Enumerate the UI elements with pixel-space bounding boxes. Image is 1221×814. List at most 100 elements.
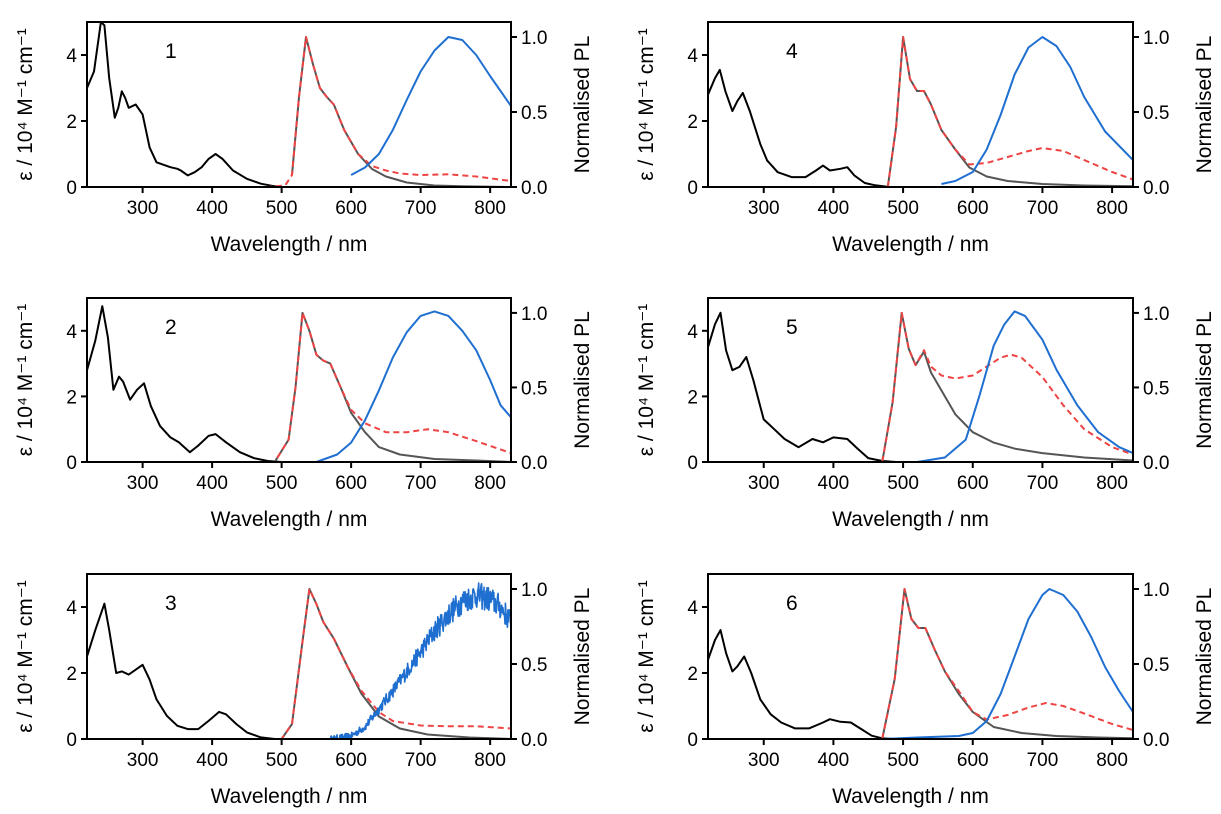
x-tick-label: 400 — [196, 473, 228, 494]
plot-frame — [86, 297, 512, 463]
y-right-tick-label: 0.0 — [1143, 178, 1169, 199]
x-axis-title: Wavelength / nm — [211, 785, 368, 808]
x-tick-label: 800 — [474, 473, 506, 494]
y-left-tick-label: 2 — [687, 112, 698, 133]
panel-6: 300 400 500 600 700 800 0 2 4 0.0 0.5 1.0 Wavelength… — [635, 573, 1216, 808]
y-left-tick-label: 2 — [687, 664, 698, 685]
y-right-tick-label: 1.0 — [521, 580, 547, 601]
y-left-tick-label: 4 — [66, 322, 77, 343]
series-group — [708, 588, 1133, 739]
y-right-tick-label: 0.5 — [521, 655, 547, 676]
y-right-tick-label: 0.5 — [521, 378, 547, 399]
x-tick-label: 300 — [748, 750, 780, 771]
x-tick-label: 400 — [818, 198, 850, 219]
series-group — [87, 582, 511, 739]
y-left-tick-label: 2 — [66, 387, 77, 408]
y-right-axis-title: Normalised PL — [1193, 588, 1216, 726]
y-left-axis-title: ε / 10⁴ M⁻¹ cm⁻¹ — [14, 28, 37, 181]
y-right-tick-label: 1.0 — [1143, 304, 1169, 325]
x-tick-label: 300 — [748, 473, 780, 494]
panel-number: 3 — [165, 592, 177, 615]
x-tick-label: 500 — [887, 750, 919, 771]
series-line-1 — [881, 588, 1133, 739]
x-tick-label: 300 — [127, 473, 159, 494]
series-line-2 — [229, 311, 511, 462]
panel-number: 6 — [786, 592, 798, 615]
y-right-tick-label: 0.5 — [1143, 103, 1169, 124]
x-tick-label: 700 — [405, 750, 437, 771]
x-tick-label: 400 — [196, 198, 228, 219]
series-line-2 — [881, 311, 1133, 462]
panel-2: 300 400 500 600 700 800 0 2 4 0.0 0.5 1.0 Wavelength… — [14, 297, 594, 531]
y-left-tick-label: 4 — [66, 598, 77, 619]
x-tick-label: 700 — [405, 198, 437, 219]
y-left-tick-label: 4 — [66, 46, 77, 67]
series-group — [708, 36, 1133, 187]
x-tick-label: 300 — [127, 198, 159, 219]
x-tick-label: 300 — [748, 198, 780, 219]
x-tick-label: 700 — [1027, 198, 1059, 219]
y-right-axis-title: Normalised PL — [571, 36, 594, 174]
y-left-tick-label: 2 — [66, 112, 77, 133]
y-right-tick-label: 1.0 — [1143, 28, 1169, 49]
series-line-3 — [882, 588, 1133, 739]
x-tick-label: 500 — [887, 473, 919, 494]
x-tick-label: 600 — [957, 473, 989, 494]
x-tick-label: 700 — [1027, 750, 1059, 771]
x-tick-label: 500 — [887, 198, 919, 219]
y-right-tick-label: 1.0 — [521, 28, 547, 49]
panel-number: 1 — [165, 40, 177, 63]
series-group — [87, 22, 511, 187]
series-line-3 — [916, 310, 1133, 462]
series-line-0 — [87, 602, 275, 739]
y-right-tick-label: 0.5 — [1143, 378, 1169, 399]
y-right-tick-label: 0.5 — [1143, 655, 1169, 676]
y-left-axis-title: ε / 10⁴ M⁻¹ cm⁻¹ — [635, 304, 658, 457]
x-axis-title: Wavelength / nm — [832, 508, 989, 531]
series-line-1 — [881, 311, 1133, 462]
series-line-0 — [87, 305, 282, 462]
series-line-2 — [239, 588, 511, 739]
y-left-tick-label: 0 — [66, 178, 77, 199]
y-right-tick-label: 1.0 — [521, 304, 547, 325]
x-tick-label: 700 — [1027, 473, 1059, 494]
series-line-0 — [708, 68, 890, 187]
x-tick-label: 400 — [196, 750, 228, 771]
x-tick-label: 400 — [818, 473, 850, 494]
series-line-2 — [226, 36, 511, 187]
x-tick-label: 800 — [474, 750, 506, 771]
y-right-tick-label: 1.0 — [1143, 580, 1169, 601]
series-line-3 — [941, 36, 1133, 185]
series-group — [708, 310, 1133, 462]
x-axis-title: Wavelength / nm — [832, 233, 989, 256]
x-tick-label: 600 — [335, 750, 367, 771]
y-left-tick-label: 4 — [687, 46, 698, 67]
x-axis-title: Wavelength / nm — [211, 233, 368, 256]
panel-number: 4 — [786, 40, 798, 63]
y-right-axis-title: Normalised PL — [571, 588, 594, 726]
x-tick-label: 800 — [474, 198, 506, 219]
y-left-axis-title: ε / 10⁴ M⁻¹ cm⁻¹ — [14, 304, 37, 457]
y-left-tick-label: 0 — [66, 453, 77, 474]
y-left-axis-title: ε / 10⁴ M⁻¹ cm⁻¹ — [635, 28, 658, 181]
x-tick-label: 400 — [818, 750, 850, 771]
y-left-tick-label: 0 — [66, 730, 77, 751]
plot-frame — [707, 21, 1134, 188]
x-tick-label: 300 — [127, 750, 159, 771]
y-right-tick-label: 0.5 — [521, 103, 547, 124]
series-line-0 — [708, 311, 897, 462]
plot-frame — [86, 573, 512, 740]
x-tick-label: 500 — [266, 198, 298, 219]
x-tick-label: 700 — [405, 473, 437, 494]
plot-frame — [707, 573, 1134, 740]
y-left-axis-title: ε / 10⁴ M⁻¹ cm⁻¹ — [635, 580, 658, 733]
plot-frame — [86, 21, 512, 188]
x-tick-label: 800 — [1096, 473, 1128, 494]
x-tick-label: 800 — [1096, 750, 1128, 771]
y-right-tick-label: 0.0 — [1143, 453, 1169, 474]
x-tick-label: 600 — [957, 750, 989, 771]
x-tick-label: 600 — [957, 198, 989, 219]
series-line-0 — [708, 629, 893, 739]
panel-number: 5 — [786, 316, 798, 339]
x-tick-label: 600 — [335, 198, 367, 219]
